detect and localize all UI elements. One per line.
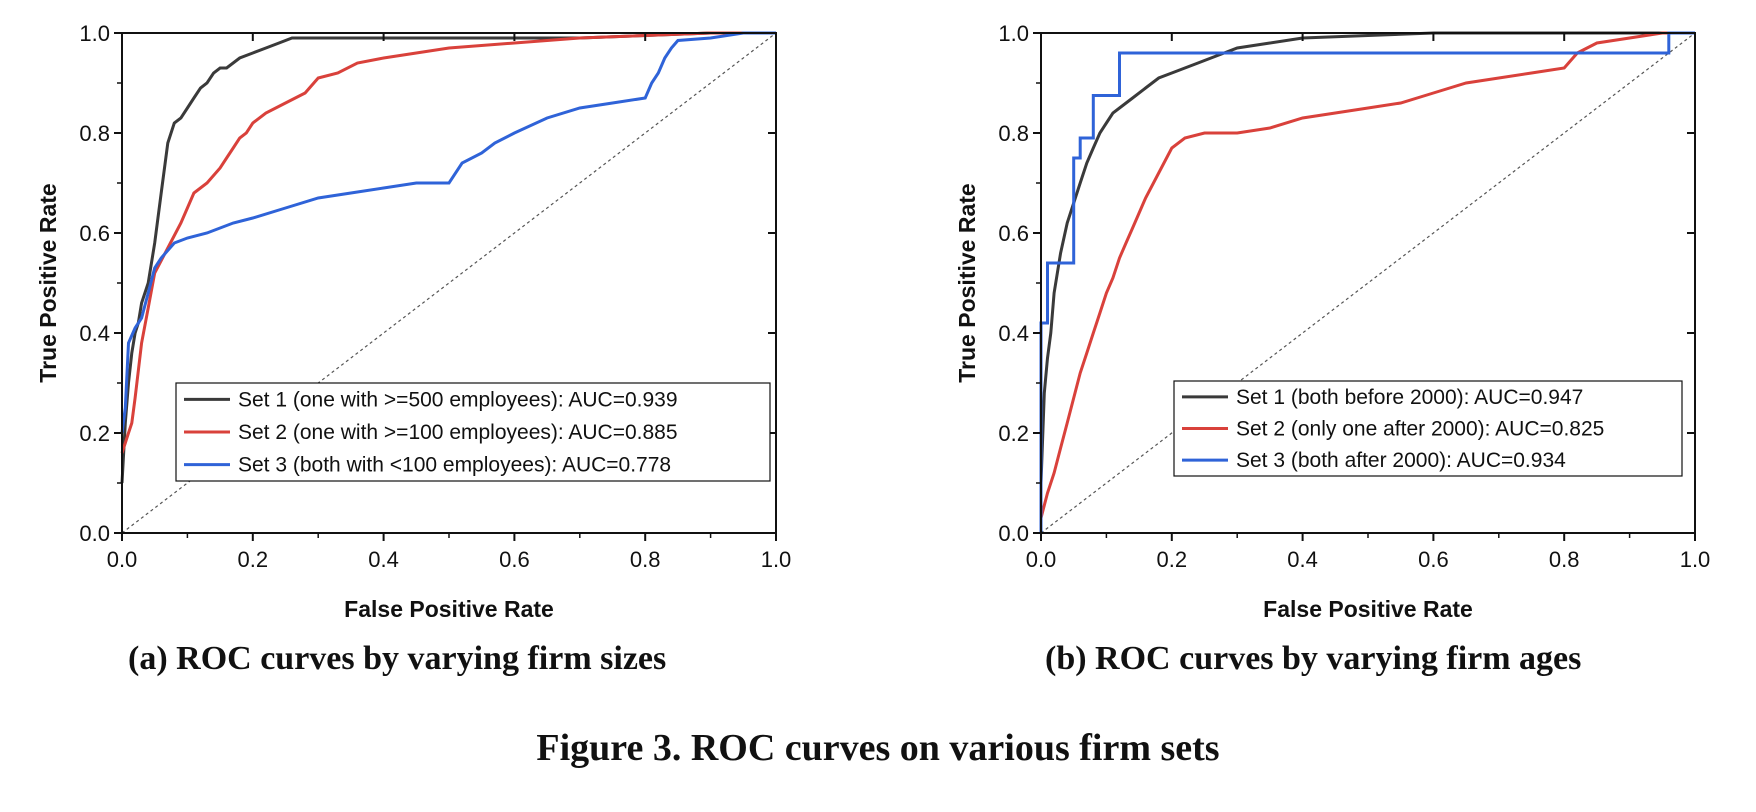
y-tick-label: 0.6 (79, 221, 110, 246)
x-tick-label: 0.8 (630, 547, 661, 572)
x-tick-label: 0.8 (1549, 547, 1580, 572)
y-tick-label: 0.4 (998, 321, 1029, 346)
y-tick-label: 0.8 (998, 121, 1029, 146)
y-tick-label: 0.2 (998, 421, 1029, 446)
legend-box (175, 382, 771, 482)
subcaption-a: (a) ROC curves by varying firm sizes (128, 640, 667, 677)
legend-label-series-3: Set 3 (both after 2000): AUC=0.934 (1236, 449, 1566, 472)
diagonal-reference-line (121, 32, 777, 534)
y-tick-label: 1.0 (998, 21, 1029, 46)
x-tick-label: 1.0 (1680, 547, 1711, 572)
x-tick-label: 0.4 (1287, 547, 1318, 572)
x-tick-label: 0.6 (1418, 547, 1449, 572)
subcaption-b: (b) ROC curves by varying firm ages (1045, 640, 1582, 677)
y-tick-label: 0.4 (79, 321, 110, 346)
y-tick-label: 0.0 (79, 521, 110, 546)
y-tick-label: 0.0 (998, 521, 1029, 546)
y-tick-label: 0.8 (79, 121, 110, 146)
x-tick-label: 0.4 (368, 547, 399, 572)
x-tick-label: 0.0 (1026, 547, 1057, 572)
x-tick-label: 1.0 (761, 547, 792, 572)
y-tick-label: 0.2 (79, 421, 110, 446)
x-tick-label: 0.2 (1157, 547, 1188, 572)
chart-a: 0.0 0.2 0.4 0.6 0.8 1.0 0.0 0.2 0.4 0.6 0.8 1.0 Fals… (35, 21, 791, 622)
legend: Set 1 (one with >=500 employees): AUC=0.… (175, 382, 771, 482)
y-axis-title: True Positive Rate (954, 183, 980, 382)
x-tick-label: 0.6 (499, 547, 530, 572)
series-1-curve (120, 31, 776, 484)
x-axis-title: False Positive Rate (344, 596, 554, 622)
y-axis-title: True Positive Rate (35, 183, 61, 382)
legend-label-series-3: Set 3 (both with <100 employees): AUC=0.… (238, 454, 671, 477)
legend-box (1173, 380, 1683, 477)
figure-caption: Figure 3. ROC curves on various firm set… (536, 727, 1220, 769)
series-2-curve (120, 31, 776, 454)
x-tick-label: 0.2 (238, 547, 269, 572)
legend-label-series-1: Set 1 (one with >=500 employees): AUC=0.… (238, 388, 678, 411)
legend-label-series-1: Set 1 (both before 2000): AUC=0.947 (1236, 386, 1583, 409)
diagonal-reference-line (1040, 32, 1696, 534)
chart-b: 0.0 0.2 0.4 0.6 0.8 1.0 0.0 0.2 0.4 0.6 0.8 1.0 Fals… (954, 21, 1710, 622)
legend-label-series-2: Set 2 (one with >=100 employees): AUC=0.… (238, 421, 678, 444)
series-2-curve (1039, 31, 1695, 519)
y-tick-label: 0.6 (998, 221, 1029, 246)
x-tick-label: 0.0 (107, 547, 138, 572)
legend-label-series-2: Set 2 (only one after 2000): AUC=0.825 (1236, 418, 1604, 441)
y-tick-label: 1.0 (79, 21, 110, 46)
x-axis-title: False Positive Rate (1263, 596, 1473, 622)
series-3-curve (1039, 31, 1695, 533)
legend: Set 1 (both before 2000): AUC=0.947 Set 2… (1173, 380, 1683, 477)
series-3-curve (120, 31, 776, 434)
series-1-curve (1039, 31, 1695, 484)
